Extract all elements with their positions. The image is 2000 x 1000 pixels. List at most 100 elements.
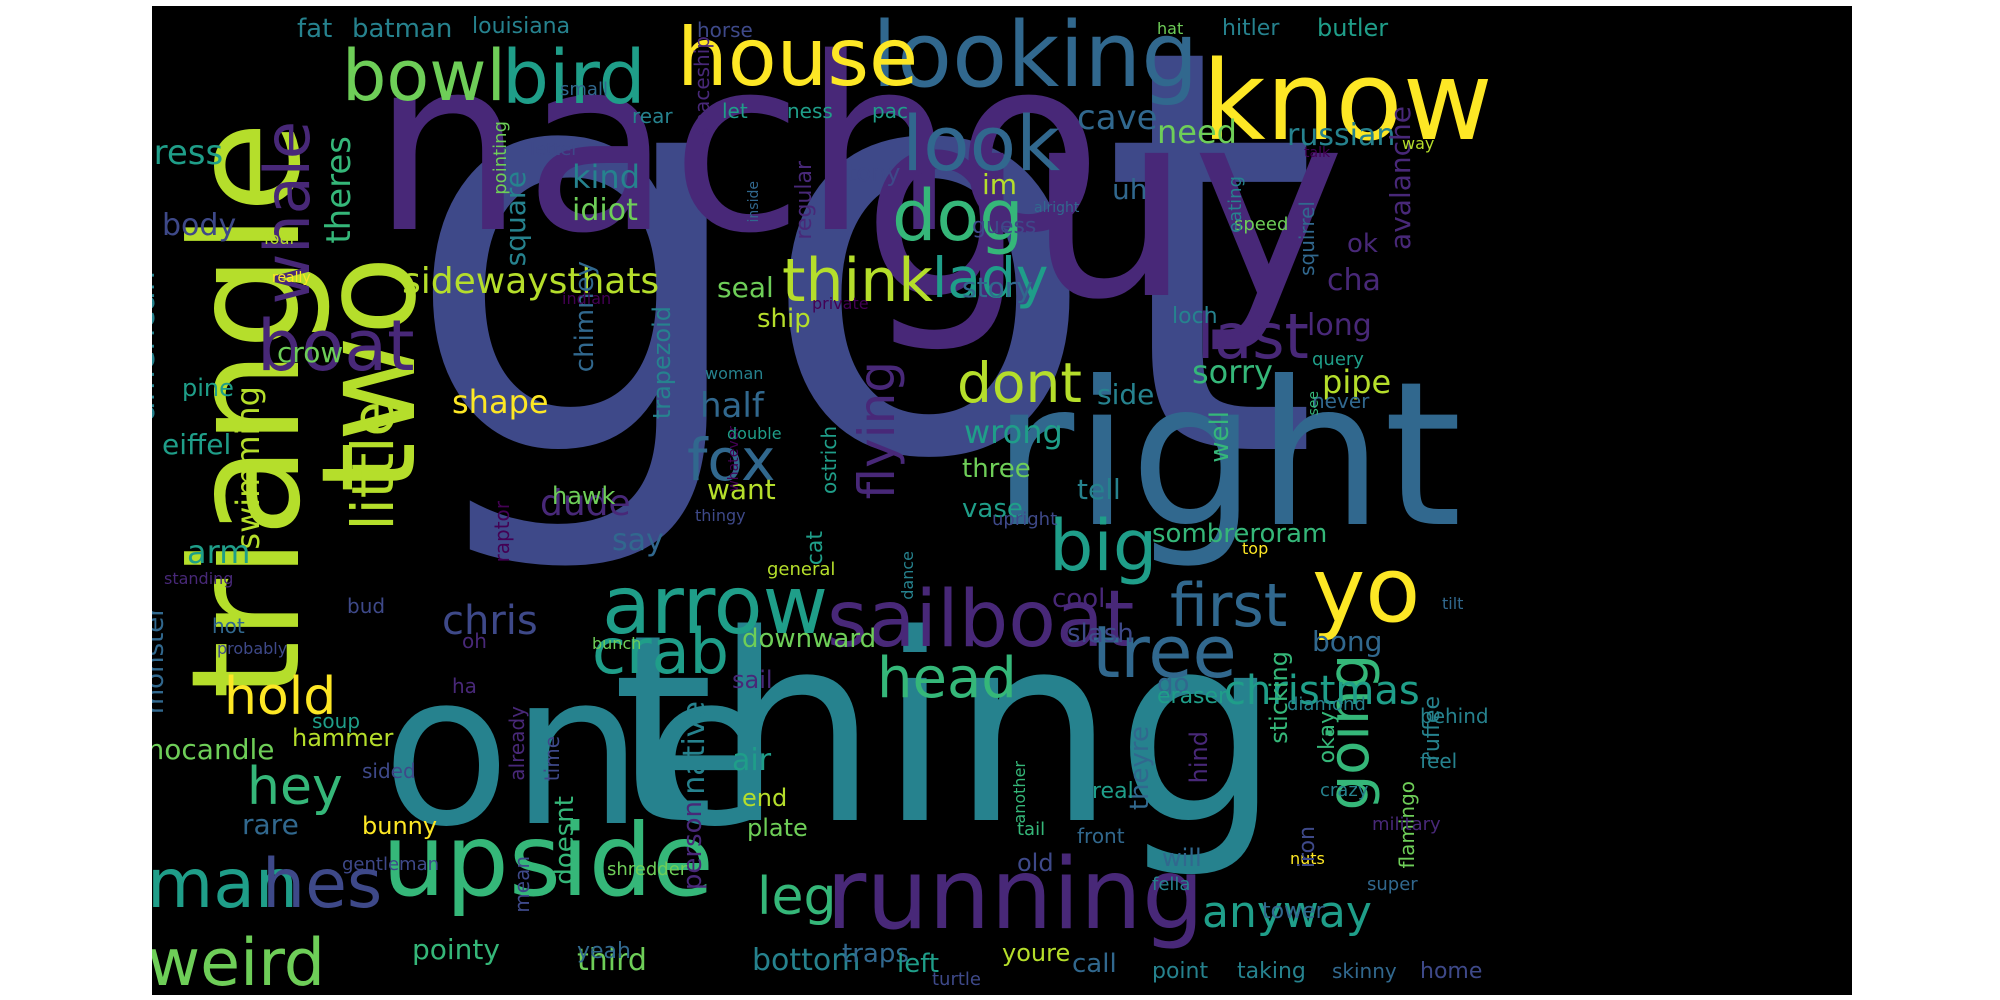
- word-small: small: [560, 79, 608, 100]
- word-look: look: [902, 99, 1061, 188]
- word-pine: pine: [182, 374, 234, 402]
- word-pac: pac: [872, 99, 908, 123]
- word-hat: hat: [1157, 19, 1184, 38]
- word-youre: youre: [1002, 939, 1071, 967]
- word-fella: fella: [1152, 874, 1191, 895]
- word-private: private: [812, 294, 869, 313]
- word-super: super: [1367, 874, 1418, 895]
- word-dance: dance: [898, 551, 917, 600]
- word-one: one: [382, 628, 773, 873]
- word-pointy: pointy: [412, 933, 500, 966]
- word-will: will: [1162, 844, 1202, 872]
- word-swimming: swimming: [229, 386, 267, 550]
- word-little: little: [339, 401, 407, 531]
- word-rear: rear: [632, 104, 673, 128]
- word-story: story: [962, 271, 1033, 304]
- word-tony: tony: [847, 159, 901, 187]
- word-dress: dress: [152, 133, 224, 173]
- word-yeah: yeah: [577, 939, 631, 964]
- word-russian: russian: [1287, 118, 1396, 153]
- word-really: really: [272, 270, 311, 286]
- word-doesnt: doesnt: [550, 796, 580, 885]
- word-monster: monster: [152, 606, 170, 715]
- word-arrow: arrow: [602, 559, 829, 652]
- word-air: air: [732, 743, 772, 778]
- word-sided: sided: [362, 759, 416, 783]
- word-body: body: [162, 208, 237, 243]
- word-eating: eating: [1225, 176, 1246, 233]
- word-tower: tower: [1262, 899, 1325, 924]
- word-yo: yo: [1312, 538, 1421, 643]
- word-thingy: thingy: [695, 506, 746, 525]
- word-right: right: [992, 339, 1462, 572]
- word-call: call: [1072, 949, 1117, 979]
- word-inside: inside: [746, 181, 762, 223]
- word-gentleman: gentleman: [342, 854, 440, 875]
- word-fox: fox: [687, 426, 776, 494]
- word-upside: upside: [382, 802, 714, 919]
- word-ness: ness: [787, 99, 833, 123]
- word-woman: woman: [705, 364, 764, 383]
- word-hey: hey: [247, 757, 343, 817]
- word-another: another: [1010, 761, 1029, 824]
- word-cave: cave: [1077, 98, 1158, 138]
- word-squirrel: squirrel: [1295, 201, 1319, 276]
- word-tilt: tilt: [1442, 594, 1464, 613]
- word-house: house: [677, 11, 919, 104]
- word-bunny: bunny: [362, 812, 438, 840]
- word-oh: oh: [462, 629, 487, 653]
- word-time: time: [540, 736, 564, 782]
- word-half: half: [700, 386, 764, 426]
- word-christmas: christmas: [1224, 668, 1420, 714]
- word-sail: sail: [732, 666, 773, 694]
- word-mocandle: mocandle: [152, 733, 275, 766]
- word-tree: tree: [1092, 610, 1237, 694]
- word-standing: standing: [164, 569, 234, 588]
- word-crazy: crazy: [1320, 780, 1369, 801]
- word-well: well: [1205, 411, 1235, 463]
- word-plate: plate: [747, 814, 808, 842]
- word-double: double: [727, 424, 782, 443]
- word-uh: uh: [1112, 173, 1148, 206]
- word-hawk: hawk: [552, 482, 616, 510]
- word-tail: tail: [1017, 819, 1046, 840]
- word-way: way: [1402, 134, 1435, 153]
- word-lady: lady: [932, 246, 1049, 310]
- word-upright: upright: [992, 509, 1058, 530]
- word-know: know: [1202, 37, 1493, 165]
- word-want: want: [707, 473, 776, 506]
- word-alright: alright: [1034, 200, 1080, 216]
- word-avalanche: avalanche: [1384, 106, 1417, 250]
- word-see: see: [1306, 391, 1322, 416]
- word-third: third: [577, 943, 647, 978]
- word-military: military: [1372, 814, 1441, 835]
- word-chris: chris: [442, 598, 538, 644]
- word-running: running: [826, 838, 1205, 952]
- word-speed: speed: [1234, 214, 1289, 235]
- word-okay: okay: [1315, 711, 1340, 764]
- word-cha: cha: [1327, 263, 1381, 298]
- word-pointing: pointing: [490, 121, 511, 195]
- word-need: need: [1157, 113, 1237, 151]
- word-batman: batman: [352, 14, 453, 44]
- word-taking: taking: [1237, 959, 1306, 984]
- word-long: long: [1307, 308, 1372, 343]
- word-bird: bird: [502, 35, 646, 121]
- word-letter: letter: [530, 139, 579, 160]
- word-traps: traps: [842, 939, 909, 969]
- word-first: first: [1170, 571, 1288, 641]
- word-ship: ship: [757, 304, 811, 334]
- word-ha: ha: [452, 674, 477, 698]
- word-skinny: skinny: [1332, 959, 1397, 983]
- word-turtle: turtle: [932, 969, 981, 990]
- word-diamond: diamond: [1287, 694, 1366, 715]
- word-tell: tell: [1077, 473, 1121, 506]
- word-say: say: [612, 523, 664, 558]
- word-arm: arm: [187, 533, 251, 571]
- word-ok: ok: [1347, 229, 1378, 259]
- word-behind: behind: [1420, 704, 1489, 728]
- word-bowl: bowl: [342, 35, 506, 117]
- word-real: real: [1092, 779, 1134, 804]
- word-looking: looking: [872, 6, 1199, 108]
- word-pipe: pipe: [1322, 363, 1392, 401]
